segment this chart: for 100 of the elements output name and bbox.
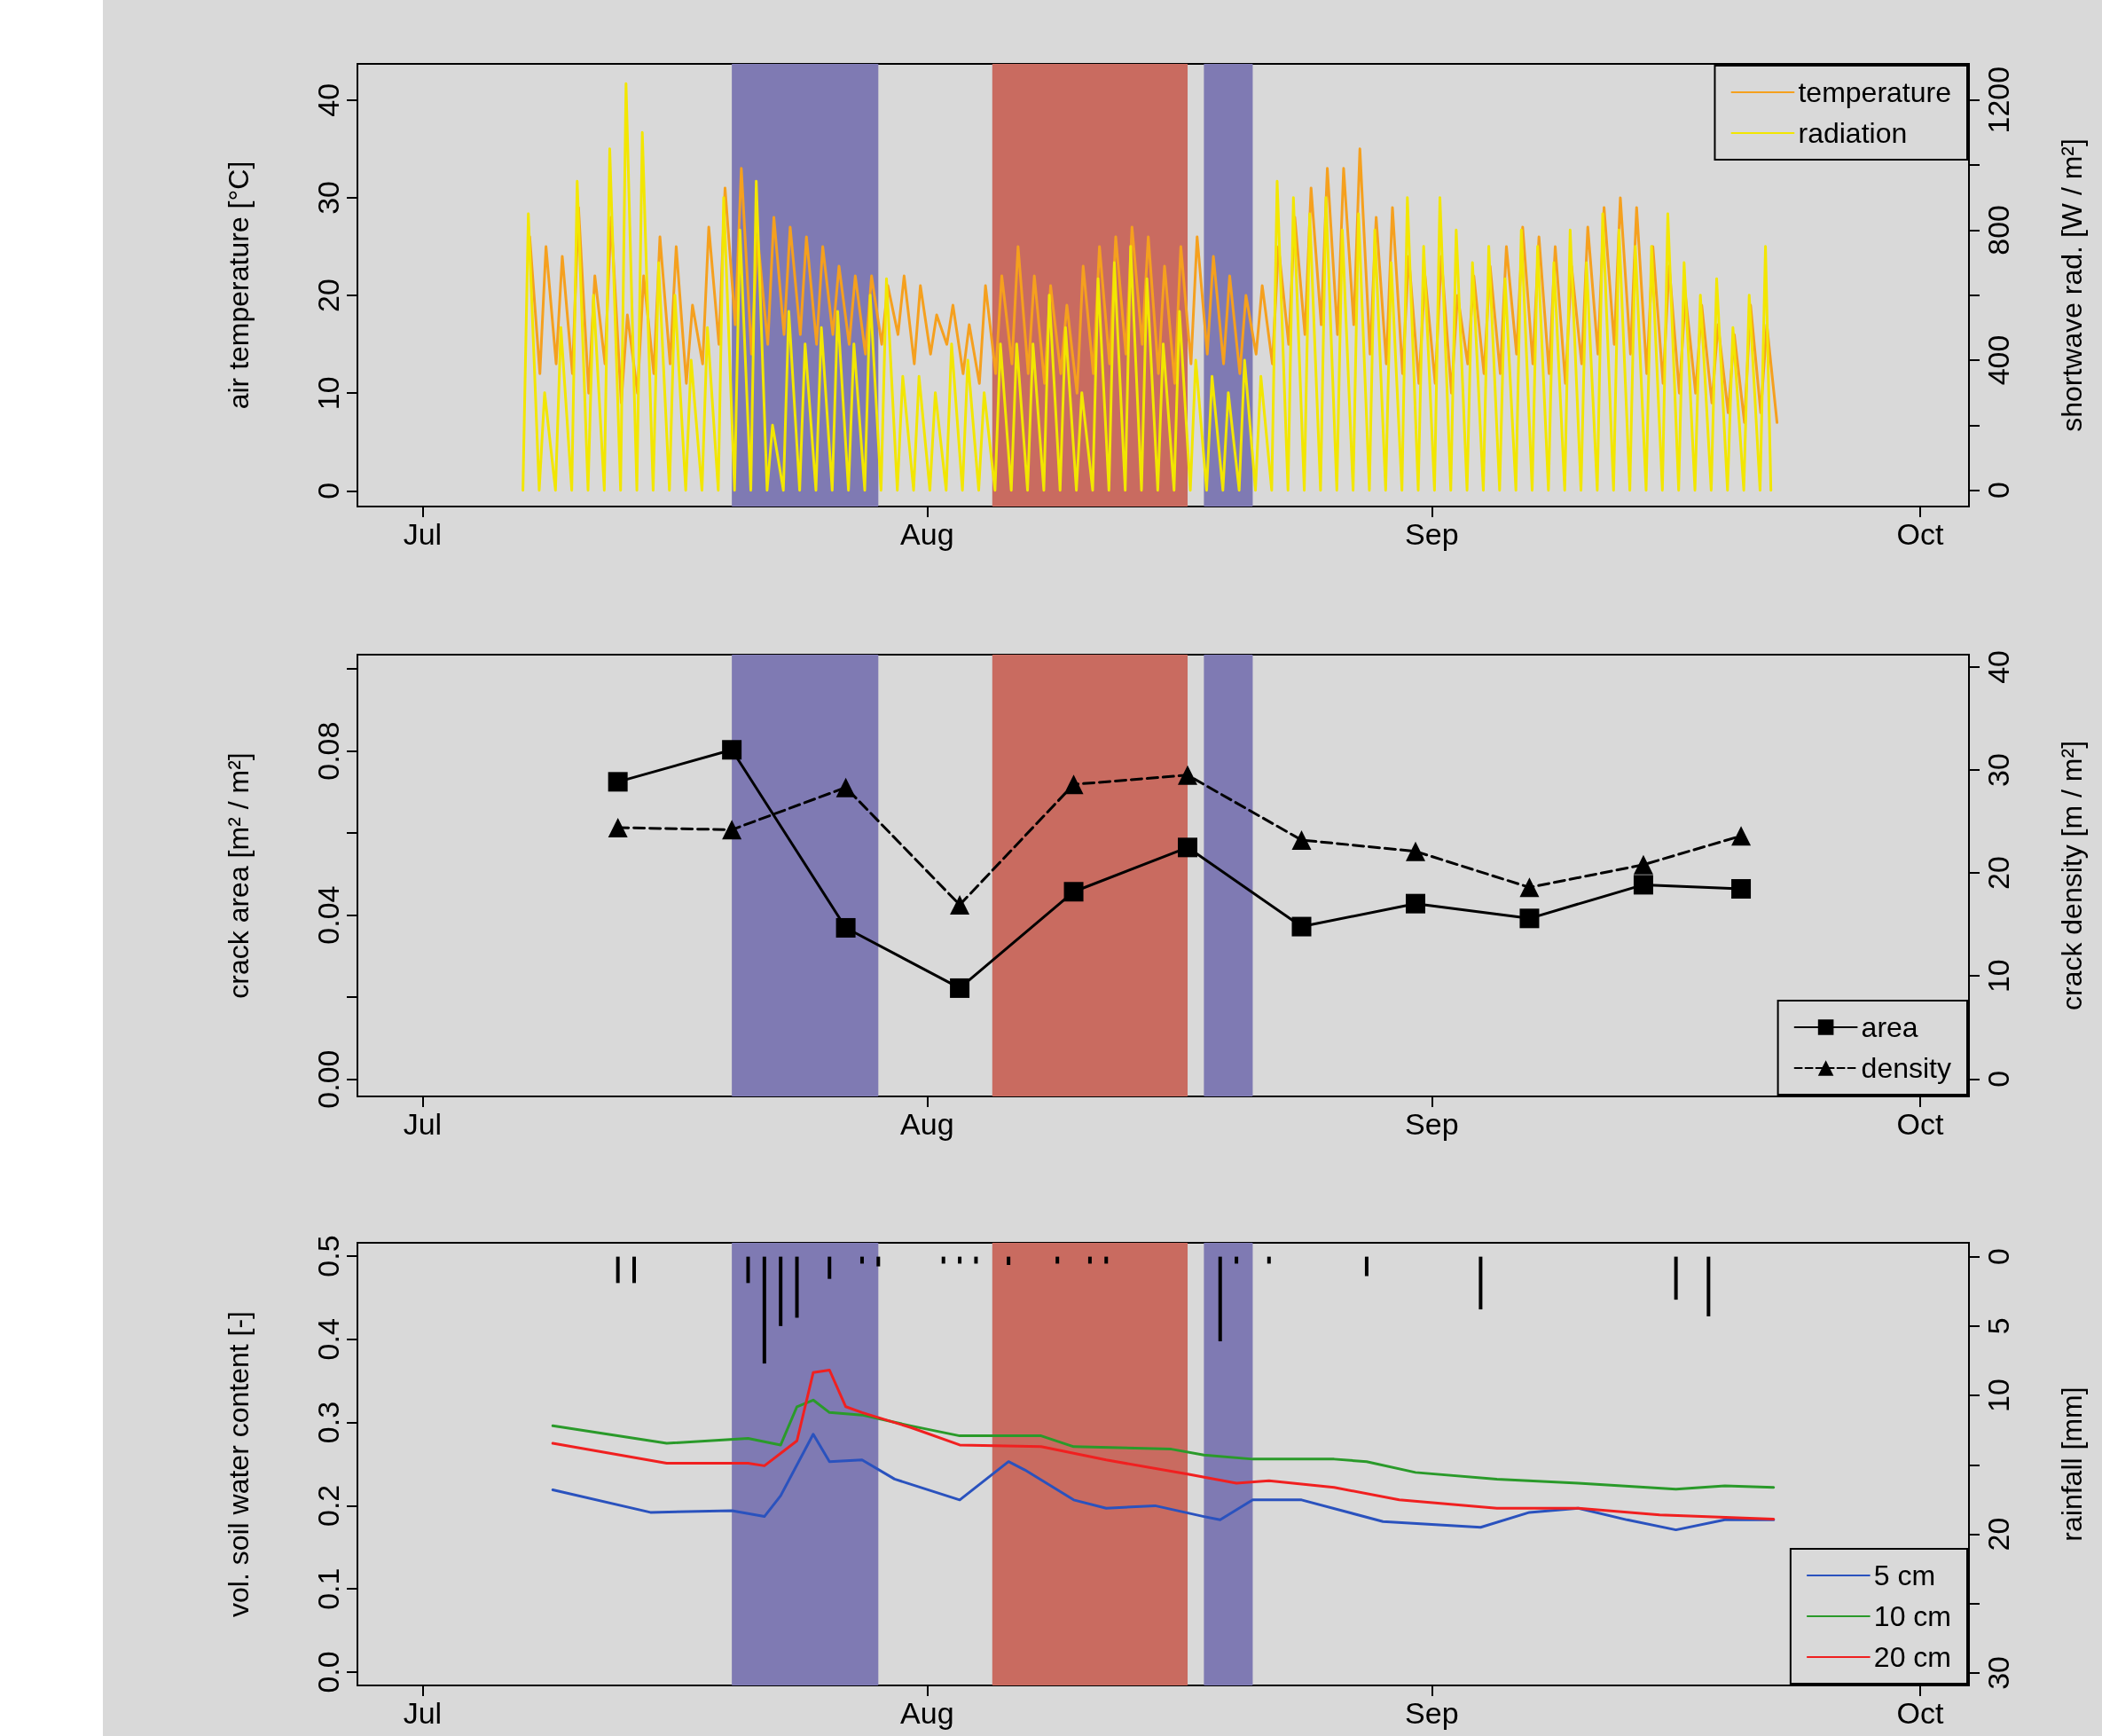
bar <box>941 1256 945 1264</box>
x-tick-label: Oct <box>1896 1696 1944 1730</box>
point <box>1291 829 1312 850</box>
y-tick-label: 10 <box>311 376 345 411</box>
legend-label: area <box>1861 1011 1918 1043</box>
x-tick-label: Aug <box>900 1696 954 1730</box>
bar <box>632 1256 637 1284</box>
x-tick-label: Oct <box>1896 517 1944 551</box>
y-tick-label: 0.2 <box>311 1484 345 1528</box>
bar <box>1674 1256 1678 1300</box>
y-tick-label: 20 <box>311 279 345 312</box>
bar <box>1218 1256 1222 1342</box>
y2-tick-label: 0 <box>1981 482 2015 499</box>
legend-label: 5 cm <box>1873 1559 1936 1591</box>
y-tick-label: 30 <box>311 181 345 215</box>
line-series <box>551 1369 1776 1520</box>
y-axis-title: vol. soil water content [-] <box>223 1310 255 1618</box>
y-tick-label: 0.3 <box>311 1401 345 1444</box>
bar <box>1364 1256 1369 1276</box>
bar <box>958 1256 962 1264</box>
point <box>835 917 856 938</box>
y-tick-label: 0 <box>311 482 345 499</box>
y2-axis-title: rainfall [mm] <box>2056 1386 2088 1542</box>
y2-tick-label: 30 <box>1981 1656 2015 1690</box>
point <box>1405 841 1425 861</box>
x-tick-label: Jul <box>403 1107 443 1141</box>
y2-axis-title: shortwave rad. [W / m²] <box>2056 138 2088 432</box>
y2-tick-label: 30 <box>1981 753 2015 787</box>
x-tick-label: Sep <box>1405 1696 1459 1730</box>
bar <box>762 1256 766 1364</box>
y2-tick-label: 1200 <box>1981 66 2015 134</box>
bar <box>1235 1256 1239 1264</box>
x-tick-label: Jul <box>403 517 443 551</box>
point <box>608 818 628 838</box>
y2-tick-label: 400 <box>1981 334 2015 386</box>
point <box>1633 875 1653 895</box>
bar <box>1706 1256 1711 1316</box>
y2-tick-label: 20 <box>1981 856 2015 891</box>
y2-tick-label: 0 <box>1981 1070 2015 1088</box>
bar <box>974 1256 978 1264</box>
y-tick-label: 0.1 <box>311 1567 345 1610</box>
y-tick-label: 0.0 <box>311 1651 345 1693</box>
bar <box>779 1256 783 1326</box>
bar <box>1055 1256 1060 1264</box>
point <box>1291 916 1312 937</box>
point <box>950 978 970 998</box>
point <box>1405 893 1425 914</box>
x-tick-label: Aug <box>900 517 954 551</box>
y-tick-label: 0.08 <box>311 721 345 781</box>
y2-tick-label: 20 <box>1981 1517 2015 1551</box>
point <box>1519 908 1540 929</box>
point <box>950 895 970 915</box>
legend-label: 20 cm <box>1873 1641 1951 1673</box>
line-series <box>551 1398 1776 1491</box>
bar <box>1478 1256 1483 1310</box>
point <box>1178 837 1198 858</box>
x-tick-label: Sep <box>1405 517 1459 551</box>
y2-tick-label: 40 <box>1981 650 2015 684</box>
point <box>1633 854 1653 875</box>
y2-tick-label: 5 <box>1981 1317 2015 1335</box>
bar <box>827 1256 832 1279</box>
line-series <box>551 1433 1776 1532</box>
point <box>1519 877 1540 898</box>
bar <box>746 1256 750 1284</box>
legend-label: 10 cm <box>1873 1600 1951 1632</box>
bar <box>795 1256 799 1318</box>
bar <box>616 1256 620 1284</box>
point <box>1063 774 1084 795</box>
point <box>1731 826 1752 846</box>
x-tick-label: Sep <box>1405 1107 1459 1141</box>
bar <box>1104 1256 1109 1264</box>
legend-label: density <box>1861 1052 1951 1084</box>
bar <box>859 1256 864 1264</box>
y2-axis-title: crack density [m / m²] <box>2056 740 2088 1011</box>
x-tick-label: Aug <box>900 1107 954 1141</box>
y2-tick-label: 10 <box>1981 1379 2015 1412</box>
bar <box>1267 1256 1271 1264</box>
y-tick-label: 0.00 <box>311 1049 345 1109</box>
y2-tick-label: 0 <box>1981 1248 2015 1266</box>
y-axis-title: air temperature [°C] <box>223 161 255 410</box>
x-tick-label: Jul <box>403 1696 443 1730</box>
point <box>722 740 742 760</box>
x-tick-label: Oct <box>1896 1107 1944 1141</box>
legend-label: radiation <box>1798 117 1908 149</box>
y-tick-label: 0.4 <box>311 1318 345 1361</box>
point <box>835 777 856 797</box>
y-tick-label: 40 <box>311 82 345 117</box>
point <box>1731 879 1752 899</box>
y2-tick-label: 800 <box>1981 204 2015 255</box>
point <box>1178 765 1198 785</box>
legend-label: temperature <box>1798 76 1951 108</box>
point <box>722 820 742 840</box>
y2-tick-label: 10 <box>1981 959 2015 994</box>
y-axis-title: crack area [m² / m²] <box>223 752 255 999</box>
point <box>1063 882 1084 902</box>
point <box>608 772 628 792</box>
y-tick-label: 0.04 <box>311 885 345 945</box>
y-tick-label: 0.5 <box>311 1235 345 1277</box>
bar <box>1007 1256 1011 1266</box>
bar <box>876 1256 881 1267</box>
